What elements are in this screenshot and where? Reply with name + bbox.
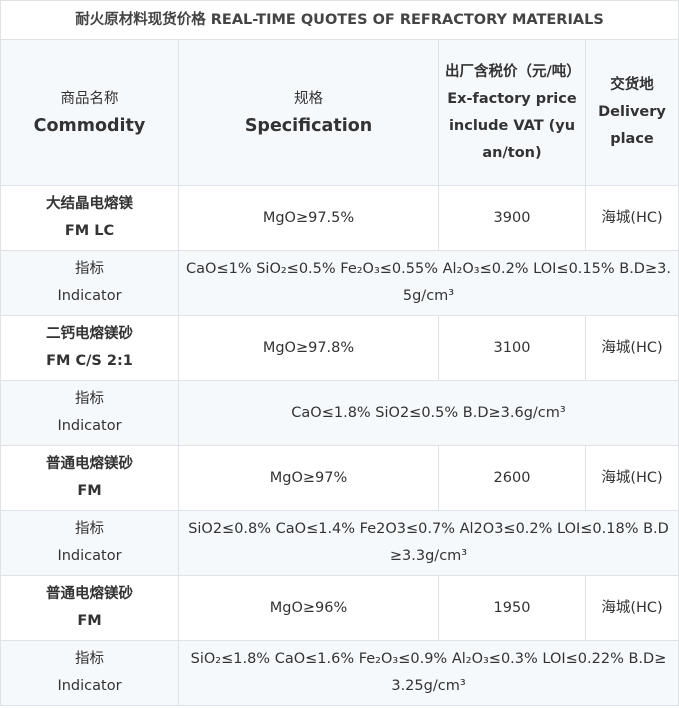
indicator-label-cell: 指标 Indicator	[0, 640, 179, 706]
header-spec: 规格 Specification	[178, 39, 439, 186]
commodity-name-en: FM C/S 2:1	[46, 353, 133, 369]
header-price-en: Ex-factory price include VAT (yuan/ton)	[447, 90, 577, 161]
header-place: 交货地 Delivery place	[585, 39, 679, 186]
place-cell: 海城(HC)	[585, 315, 679, 381]
indicator-value: SiO2≤0.8% CaO≤1.4% Fe2O3≤0.7% Al2O3≤0.2%…	[178, 510, 679, 576]
indicator-row: 指标 Indicator SiO2≤0.8% CaO≤1.4% Fe2O3≤0.…	[0, 510, 679, 576]
indicator-label-en: Indicator	[57, 548, 122, 564]
indicator-label-cn: 指标	[75, 391, 104, 407]
spec-cell: MgO≥97.8%	[178, 315, 439, 381]
header-spec-en: Specification	[244, 115, 373, 136]
commodity-cell: 大结晶电熔镁 FM LC	[0, 185, 179, 251]
spec-cell: MgO≥96%	[178, 575, 439, 641]
place-cell: 海城(HC)	[585, 575, 679, 641]
header-row: 商品名称 Commodity 规格 Specification 出厂含税价（元/…	[0, 39, 679, 186]
indicator-row: 指标 Indicator SiO₂≤1.8% CaO≤1.6% Fe₂O₃≤0.…	[0, 640, 679, 706]
spec-cell: MgO≥97.5%	[178, 185, 439, 251]
commodity-name-en: FM LC	[64, 223, 115, 239]
header-commodity: 商品名称 Commodity	[0, 39, 179, 186]
indicator-label-cn: 指标	[75, 651, 104, 667]
indicator-label-cell: 指标 Indicator	[0, 250, 179, 316]
commodity-cell: 二钙电熔镁砂 FM C/S 2:1	[0, 315, 179, 381]
title-row: 耐火原材料现货价格 REAL-TIME QUOTES OF REFRACTORY…	[0, 0, 679, 40]
commodity-name-cn: 二钙电熔镁砂	[46, 326, 133, 342]
price-cell: 2600	[438, 445, 586, 511]
indicator-label-cell: 指标 Indicator	[0, 380, 179, 446]
header-place-en: Delivery place	[598, 104, 666, 147]
product-row: 普通电熔镁砂 FM MgO≥96% 1950 海城(HC)	[0, 575, 679, 641]
header-price-cn: 出厂含税价（元/吨）	[445, 63, 581, 80]
commodity-cell: 普通电熔镁砂 FM	[0, 445, 179, 511]
indicator-value: SiO₂≤1.8% CaO≤1.6% Fe₂O₃≤0.9% Al₂O₃≤0.3%…	[178, 640, 679, 706]
indicator-value: CaO≤1% SiO₂≤0.5% Fe₂O₃≤0.55% Al₂O₃≤0.2% …	[178, 250, 679, 316]
product-row: 大结晶电熔镁 FM LC MgO≥97.5% 3900 海城(HC)	[0, 185, 679, 251]
indicator-row: 指标 Indicator CaO≤1% SiO₂≤0.5% Fe₂O₃≤0.55…	[0, 250, 679, 316]
commodity-cell: 普通电熔镁砂 FM	[0, 575, 179, 641]
indicator-row: 指标 Indicator CaO≤1.8% SiO2≤0.5% B.D≥3.6g…	[0, 380, 679, 446]
header-commodity-en: Commodity	[33, 115, 146, 136]
commodity-name-cn: 普通电熔镁砂	[46, 456, 133, 472]
header-price: 出厂含税价（元/吨） Ex-factory price include VAT …	[438, 39, 586, 186]
place-cell: 海城(HC)	[585, 445, 679, 511]
product-row: 二钙电熔镁砂 FM C/S 2:1 MgO≥97.8% 3100 海城(HC)	[0, 315, 679, 381]
indicator-label-cn: 指标	[75, 521, 104, 537]
product-row: 普通电熔镁砂 FM MgO≥97% 2600 海城(HC)	[0, 445, 679, 511]
commodity-name-en: FM	[77, 483, 102, 499]
commodity-name-cn: 大结晶电熔镁	[46, 196, 133, 212]
commodity-name-cn: 普通电熔镁砂	[46, 586, 133, 602]
indicator-label-en: Indicator	[57, 288, 122, 304]
price-cell: 1950	[438, 575, 586, 641]
indicator-label-cell: 指标 Indicator	[0, 510, 179, 576]
indicator-label-cn: 指标	[75, 261, 104, 277]
indicator-value: CaO≤1.8% SiO2≤0.5% B.D≥3.6g/cm³	[178, 380, 679, 446]
price-cell: 3900	[438, 185, 586, 251]
indicator-label-en: Indicator	[57, 678, 122, 694]
price-cell: 3100	[438, 315, 586, 381]
spec-cell: MgO≥97%	[178, 445, 439, 511]
place-cell: 海城(HC)	[585, 185, 679, 251]
commodity-name-en: FM	[77, 613, 102, 629]
header-spec-cn: 规格	[294, 90, 323, 107]
header-commodity-cn: 商品名称	[60, 90, 119, 107]
header-place-cn: 交货地	[610, 77, 654, 93]
table-title: 耐火原材料现货价格 REAL-TIME QUOTES OF REFRACTORY…	[0, 0, 679, 40]
indicator-label-en: Indicator	[57, 418, 122, 434]
